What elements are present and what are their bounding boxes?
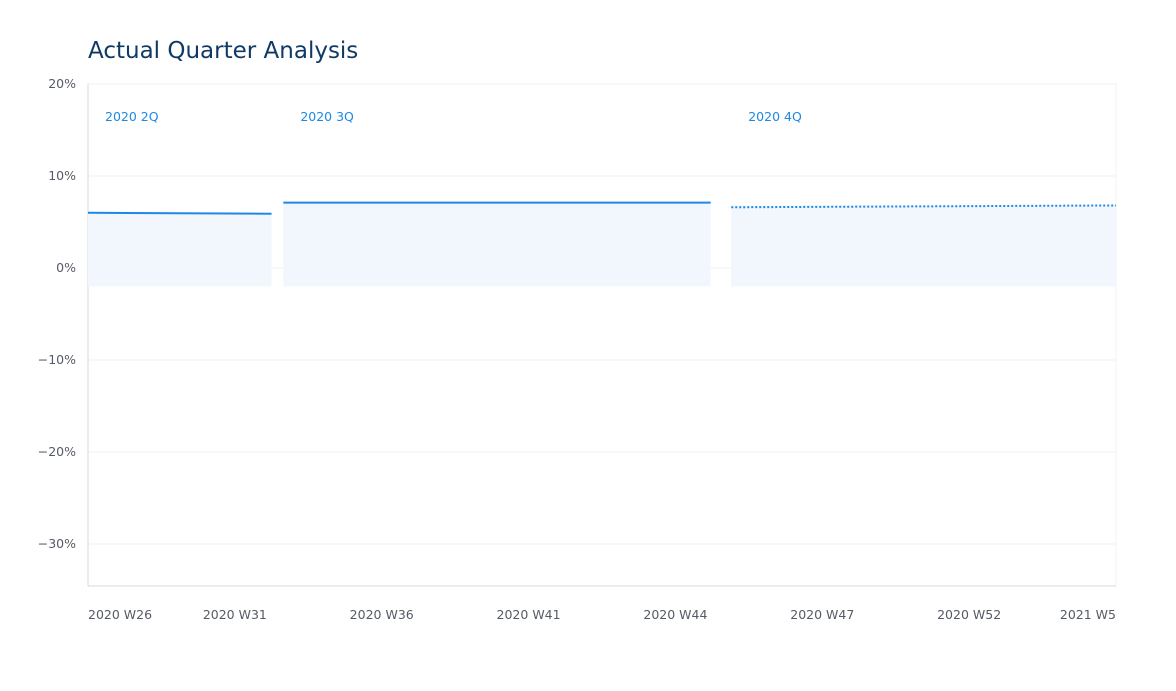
plot-frame bbox=[87, 83, 1117, 587]
chart-title: Actual Quarter Analysis bbox=[88, 38, 359, 64]
quarter-label: 2020 4Q bbox=[748, 109, 802, 124]
quarter-label: 2020 2Q bbox=[105, 109, 159, 124]
x-tick-label: 2020 W44 bbox=[643, 607, 707, 622]
x-tick-label: 2020 W47 bbox=[790, 607, 854, 622]
quarter-band bbox=[88, 212, 272, 287]
quarter-label: 2020 3Q bbox=[300, 109, 354, 124]
x-tick-label: 2020 W41 bbox=[497, 607, 561, 622]
y-tick-label: 20% bbox=[48, 76, 76, 91]
quarter-band bbox=[731, 205, 1116, 287]
y-tick-label: −30% bbox=[38, 536, 76, 551]
quarter-line bbox=[87, 211, 272, 215]
x-tick-label: 2021 W5 bbox=[1060, 607, 1116, 622]
quarter-band bbox=[283, 202, 711, 287]
y-tick-label: 0% bbox=[56, 260, 76, 275]
y-tick-label: 10% bbox=[48, 168, 76, 183]
quarter-line bbox=[731, 204, 1117, 209]
x-tick-label: 2020 W36 bbox=[350, 607, 414, 622]
y-tick-label: −20% bbox=[38, 444, 76, 459]
x-tick-label: 2020 W52 bbox=[937, 607, 1001, 622]
x-tick-label: 2020 W31 bbox=[203, 607, 267, 622]
x-tick-label: 2020 W26 bbox=[88, 607, 152, 622]
y-tick-label: −10% bbox=[38, 352, 76, 367]
